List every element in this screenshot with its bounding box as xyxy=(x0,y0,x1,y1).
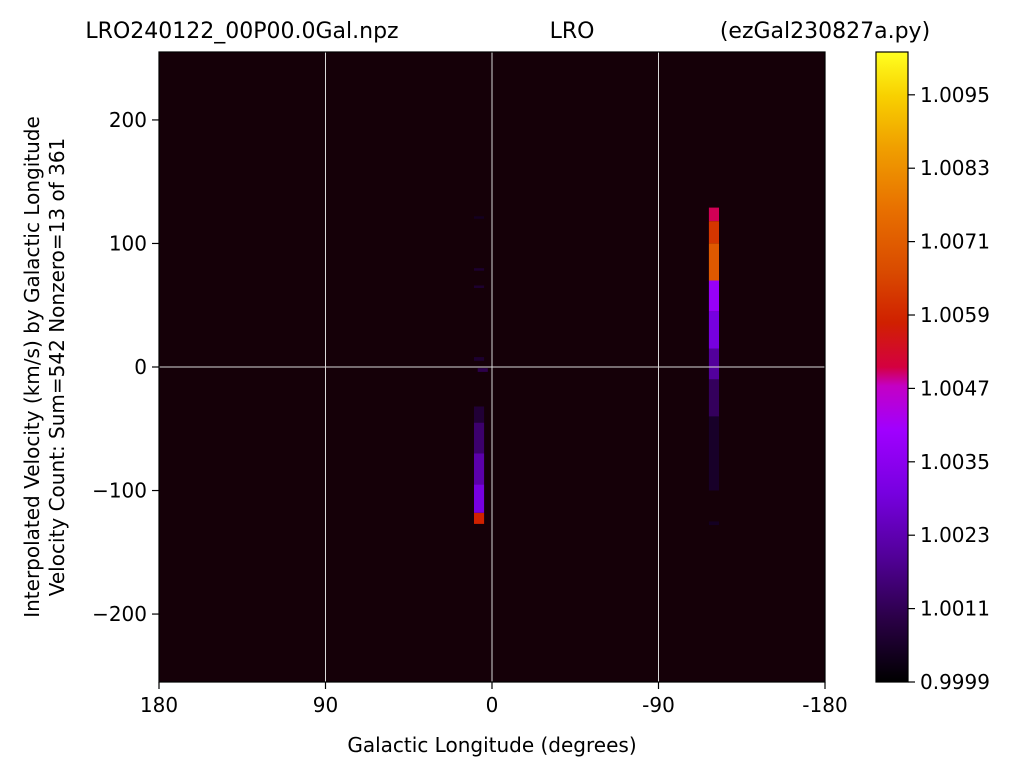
chart-title-script: (ezGal230827a.py) xyxy=(720,19,930,44)
heatmap-cell xyxy=(708,221,719,244)
heatmap-cell xyxy=(474,216,485,219)
heatmap-cell xyxy=(708,379,719,417)
x-tick-label: 0 xyxy=(486,693,499,717)
colorbar-tick-label: 1.0071 xyxy=(920,230,990,254)
colorbar-tick-label: 0.9999 xyxy=(920,670,990,694)
heatmap-cell xyxy=(474,484,485,513)
colorbar-tick-label: 1.0095 xyxy=(920,83,990,107)
colorbar-ticks: 0.9999 1.0011 1.0023 1.0035 1.0047 1.0059 1.00… xyxy=(908,83,990,694)
y-axis-label-line1: Interpolated Velocity (km/s) by Galactic… xyxy=(20,116,44,618)
heatmap-cell xyxy=(474,406,485,423)
heatmap-cell xyxy=(708,521,719,526)
grid-lines xyxy=(159,52,825,682)
heatmap-cell xyxy=(474,268,485,271)
heatmap-cell xyxy=(477,368,488,372)
x-tick-label: -180 xyxy=(802,693,847,717)
heatmap-cell xyxy=(474,512,485,524)
heatmap-cell xyxy=(708,243,719,281)
colorbar-tick-label: 1.0083 xyxy=(920,156,990,180)
y-tick-label: 100 xyxy=(109,231,147,255)
y-tick-label: 0 xyxy=(134,355,147,379)
x-tick-label: 180 xyxy=(140,693,178,717)
y-axis: −200 −100 0 100 200 xyxy=(92,108,159,626)
plot-area xyxy=(158,51,826,683)
colorbar-tick-label: 1.0035 xyxy=(920,450,990,474)
heatmap-cell xyxy=(474,422,485,454)
heatmap-cell xyxy=(708,311,719,349)
x-axis-label: Galactic Longitude (degrees) xyxy=(347,733,636,757)
colorbar-tick-label: 1.0059 xyxy=(920,303,990,327)
heatmap-cell xyxy=(708,207,719,222)
colorbar-tick-label: 1.0023 xyxy=(920,523,990,547)
y-tick-label: −200 xyxy=(92,602,147,626)
y-axis-label-line2: Velocity Count: Sum=542 Nonzero=13 of 36… xyxy=(45,138,69,597)
heatmap-cell xyxy=(708,280,719,312)
chart-title-file: LRO240122_00P00.0Gal.npz xyxy=(85,19,398,44)
x-axis: 180 90 0 -90 -180 xyxy=(140,682,848,717)
heatmap-cell xyxy=(474,453,485,485)
heatmap-cells xyxy=(474,207,719,526)
y-tick-label: −100 xyxy=(92,479,147,503)
heatmap-cell xyxy=(708,348,719,380)
x-tick-label: -90 xyxy=(642,693,675,717)
x-tick-label: 90 xyxy=(313,693,338,717)
colorbar-tick-label: 1.0047 xyxy=(920,376,990,400)
y-tick-label: 200 xyxy=(109,108,147,132)
chart-title-site: LRO xyxy=(550,19,595,44)
colorbar-tick-label: 1.0011 xyxy=(920,597,990,621)
heatmap-cell xyxy=(474,357,485,361)
heatmap-cell xyxy=(708,416,719,491)
heatmap-cell xyxy=(474,285,485,288)
colorbar-bar xyxy=(875,51,909,683)
colorbar: 0.9999 1.0011 1.0023 1.0035 1.0047 1.0059 1.00… xyxy=(875,51,990,694)
